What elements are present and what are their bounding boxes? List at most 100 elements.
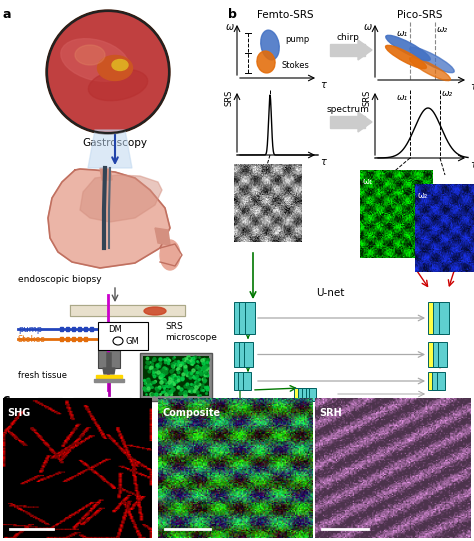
Ellipse shape [160,240,180,270]
Ellipse shape [257,51,275,73]
Polygon shape [80,175,162,222]
FancyBboxPatch shape [428,342,437,367]
Ellipse shape [385,45,427,69]
Text: c: c [3,393,10,406]
FancyBboxPatch shape [234,372,242,390]
Text: PD: PD [18,400,30,410]
Ellipse shape [112,60,128,70]
FancyBboxPatch shape [432,372,440,390]
Text: SRS
microscope: SRS microscope [165,322,217,342]
Text: SRH: SRH [319,408,342,418]
FancyBboxPatch shape [433,342,442,367]
Polygon shape [103,368,115,374]
Circle shape [46,10,170,134]
FancyBboxPatch shape [294,388,301,401]
FancyBboxPatch shape [239,342,248,367]
Ellipse shape [75,45,105,65]
FancyBboxPatch shape [238,408,245,418]
FancyBboxPatch shape [244,342,253,367]
FancyBboxPatch shape [245,302,255,334]
Text: τ: τ [470,82,474,92]
FancyBboxPatch shape [438,342,447,367]
Polygon shape [358,40,372,60]
FancyBboxPatch shape [234,408,241,418]
Polygon shape [66,327,69,331]
FancyBboxPatch shape [98,350,120,368]
Text: Composite: Composite [163,408,220,418]
Polygon shape [72,327,75,331]
Text: ω: ω [226,22,234,32]
Text: Gastroscopy: Gastroscopy [82,138,147,148]
Polygon shape [90,327,93,331]
Text: Femto-SRS: Femto-SRS [257,10,313,20]
Text: ω₁: ω₁ [397,93,408,102]
Polygon shape [78,337,81,341]
FancyBboxPatch shape [428,302,438,334]
Polygon shape [84,337,87,341]
Polygon shape [94,379,124,382]
Ellipse shape [410,57,450,81]
Text: ω: ω [364,22,372,32]
Text: SRS: SRS [363,90,372,107]
Circle shape [76,401,83,408]
Polygon shape [72,337,75,341]
FancyBboxPatch shape [243,372,251,390]
Text: DM: DM [108,326,122,334]
Polygon shape [96,375,122,378]
Polygon shape [70,305,185,316]
Polygon shape [60,337,63,341]
FancyBboxPatch shape [73,398,131,412]
FancyBboxPatch shape [234,342,243,367]
FancyBboxPatch shape [234,302,244,334]
Circle shape [44,399,56,411]
Polygon shape [358,112,372,132]
Circle shape [48,12,168,132]
Text: ω₁: ω₁ [397,29,408,38]
Text: SRS: SRS [225,90,234,107]
Text: U-net: U-net [316,288,344,298]
FancyBboxPatch shape [298,388,305,401]
Polygon shape [155,228,170,245]
FancyBboxPatch shape [301,388,309,401]
Text: ω₂: ω₂ [437,25,448,34]
Ellipse shape [61,38,129,81]
Polygon shape [48,169,170,268]
Text: pump: pump [285,36,309,44]
Text: Lock-in: Lock-in [87,400,119,410]
FancyBboxPatch shape [238,372,246,390]
Ellipse shape [98,56,133,81]
FancyBboxPatch shape [143,356,209,396]
Text: ω₁: ω₁ [362,177,373,186]
Text: GM: GM [126,337,140,346]
FancyBboxPatch shape [38,398,62,412]
FancyBboxPatch shape [140,353,212,401]
Text: fresh tissue: fresh tissue [18,372,67,380]
FancyBboxPatch shape [306,388,312,401]
FancyBboxPatch shape [239,302,249,334]
Text: Stokes: Stokes [282,61,310,69]
Polygon shape [100,168,112,180]
FancyBboxPatch shape [98,322,148,350]
Polygon shape [162,409,190,412]
Text: pump: pump [18,326,42,334]
FancyBboxPatch shape [428,372,436,390]
Text: Pico-SRS: Pico-SRS [397,10,443,20]
Polygon shape [60,327,63,331]
Ellipse shape [144,307,166,315]
Polygon shape [330,44,365,56]
Text: endoscopic biopsy: endoscopic biopsy [18,275,101,284]
Text: SHG: SHG [7,408,31,418]
Text: τ: τ [320,80,326,90]
Ellipse shape [410,47,454,72]
Text: b: b [228,8,237,21]
FancyBboxPatch shape [437,372,445,390]
Text: ω₂: ω₂ [417,191,428,200]
FancyBboxPatch shape [439,302,449,334]
FancyBboxPatch shape [434,302,444,334]
Ellipse shape [88,69,148,101]
Text: a: a [3,8,11,21]
Polygon shape [78,327,81,331]
Text: spectrum: spectrum [327,105,369,114]
Text: τ: τ [320,157,326,167]
Ellipse shape [261,30,279,60]
